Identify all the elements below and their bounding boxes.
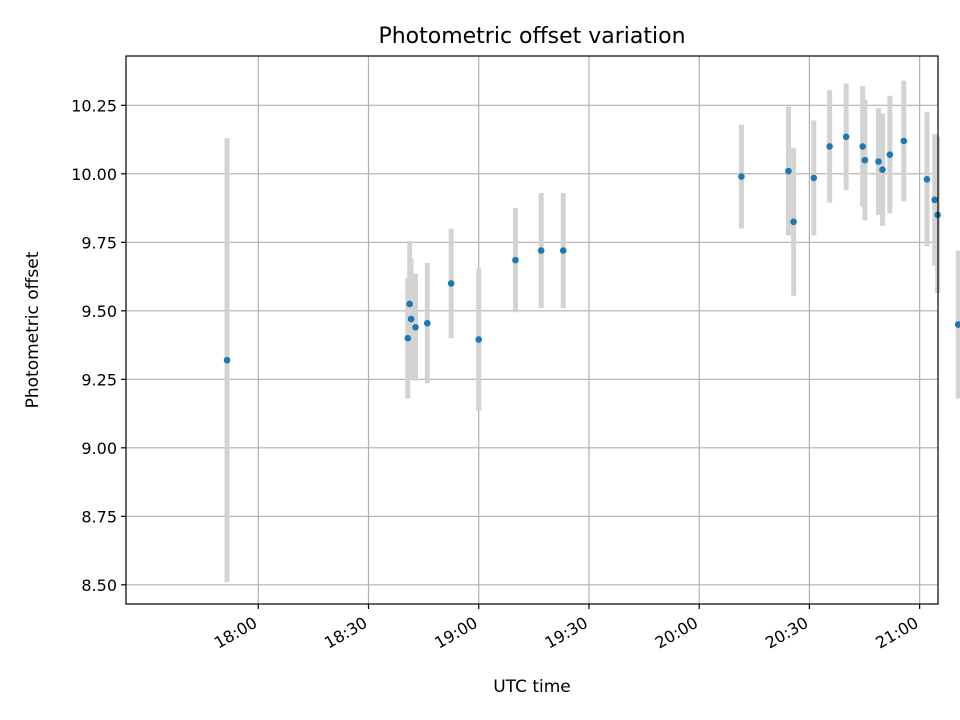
data-point — [412, 323, 419, 331]
data-point — [785, 167, 792, 175]
y-tick-label: 9.75 — [81, 233, 117, 252]
data-point — [404, 334, 412, 342]
x-tick-label: 18:30 — [321, 613, 370, 653]
data-point — [879, 166, 886, 174]
y-tick-label: 9.25 — [81, 370, 117, 389]
data-point — [537, 247, 545, 254]
data-point — [447, 280, 455, 287]
plot-frame — [125, 55, 939, 605]
data-point — [223, 356, 231, 364]
chart-title: Photometric offset variation — [378, 24, 685, 49]
data-point — [861, 156, 869, 164]
data-point — [407, 315, 415, 323]
y-tick-label: 10.00 — [71, 165, 117, 184]
y-tick-label: 10.25 — [71, 96, 117, 115]
y-tick-label: 9.00 — [81, 439, 117, 458]
y-tick-label: 9.50 — [81, 302, 117, 321]
y-tick-label: 8.50 — [81, 576, 117, 595]
data-point — [954, 321, 960, 328]
data-points — [223, 133, 960, 364]
y-axis-label: Photometric offset — [23, 251, 43, 408]
data-point — [738, 173, 745, 180]
data-point — [875, 158, 882, 165]
grid-lines — [126, 56, 938, 604]
data-point — [842, 133, 850, 141]
data-point — [423, 319, 431, 327]
data-point — [406, 300, 413, 308]
data-point — [923, 176, 931, 183]
error-bars — [224, 80, 960, 583]
data-point — [810, 174, 818, 182]
x-tick-label: 20:00 — [652, 613, 701, 653]
data-point — [931, 196, 938, 204]
data-point — [475, 336, 483, 343]
data-point — [790, 218, 797, 226]
data-point — [900, 137, 908, 145]
data-point — [859, 143, 866, 150]
y-tick-label: 8.75 — [81, 507, 117, 526]
x-tick-label: 20:30 — [762, 613, 811, 653]
data-point — [886, 151, 894, 158]
data-point — [826, 143, 833, 150]
data-point — [512, 256, 519, 264]
x-tick-label: 19:00 — [431, 613, 480, 653]
x-axis-label: UTC time — [493, 677, 571, 697]
x-tick-label: 21:00 — [872, 613, 921, 653]
x-tick-label: 19:30 — [542, 613, 591, 653]
data-point — [559, 247, 567, 254]
x-tick-label: 18:00 — [211, 613, 260, 653]
